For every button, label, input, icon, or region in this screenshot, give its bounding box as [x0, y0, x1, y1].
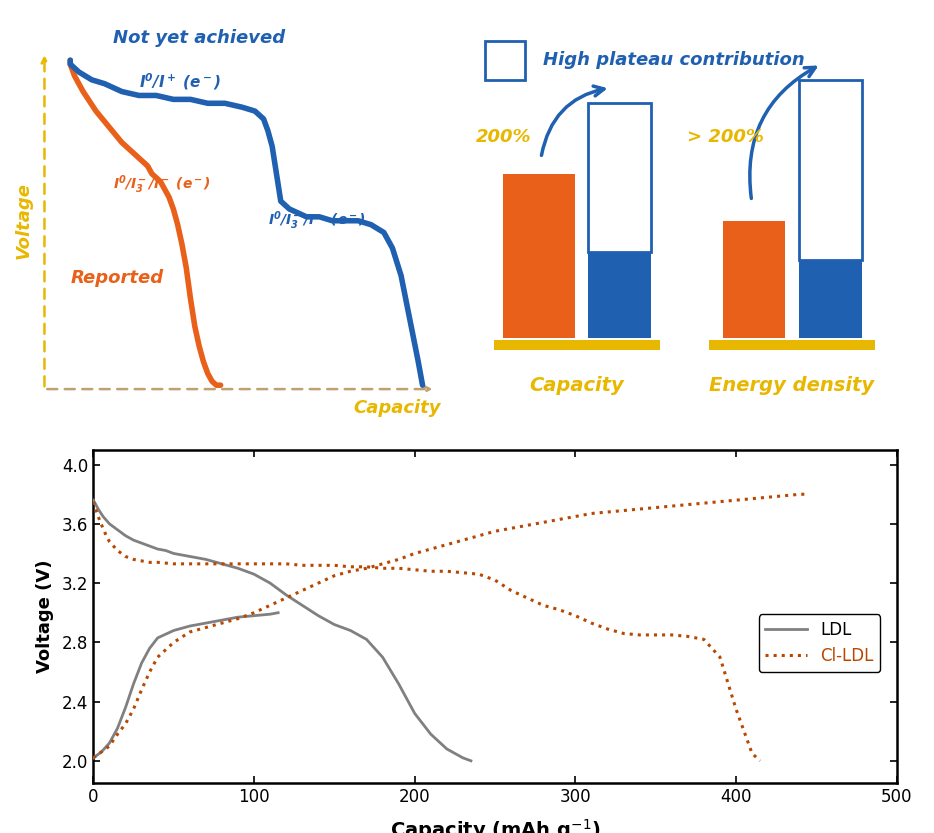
Text: 200%: 200% [476, 128, 531, 147]
Bar [502, 174, 574, 338]
Y-axis label: Voltage (V): Voltage (V) [35, 560, 54, 673]
Bar [588, 252, 651, 338]
Bar [494, 340, 659, 350]
Bar [799, 260, 861, 338]
Legend: LDL, Cl-LDL: LDL, Cl-LDL [758, 614, 880, 672]
Text: Energy density: Energy density [710, 376, 874, 395]
Text: Voltage: Voltage [14, 182, 33, 259]
Text: Capacity: Capacity [354, 398, 441, 416]
Bar [799, 80, 861, 260]
Bar [588, 103, 651, 252]
Bar [723, 221, 785, 338]
Text: High plateau contribution: High plateau contribution [544, 51, 805, 69]
Bar [709, 340, 875, 350]
Text: $\bfit{I^0/I_3^-/I^-}$ $\bfit{(e^-)}$: $\bfit{I^0/I_3^-/I^-}$ $\bfit{(e^-)}$ [268, 209, 366, 232]
X-axis label: Capacity (mAh g$^{-1}$): Capacity (mAh g$^{-1}$) [389, 817, 601, 833]
Bar [485, 41, 525, 80]
Text: Capacity: Capacity [530, 376, 624, 395]
Text: Reported: Reported [70, 269, 163, 287]
Text: $\bfit{I^0/I_3^-/I^-}$ $\bfit{(e^-)}$: $\bfit{I^0/I_3^-/I^-}$ $\bfit{(e^-)}$ [113, 174, 211, 197]
Text: Not yet achieved: Not yet achieved [113, 28, 285, 47]
Text: > 200%: > 200% [686, 128, 764, 147]
Text: $\bfit{I^0/I^+}$ $\bfit{(e^-)}$: $\bfit{I^0/I^+}$ $\bfit{(e^-)}$ [139, 72, 221, 92]
